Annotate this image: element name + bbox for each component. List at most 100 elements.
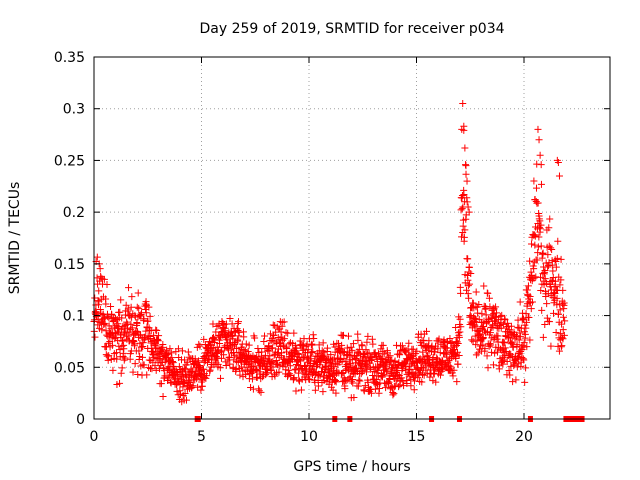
tick-labels: 0 0.05 0.1 0.15 0.2 0.25 0.3 0.35 0 5 10 15 20 [54,50,533,445]
data-point [319,388,327,396]
data-point [128,324,136,332]
data-point [514,323,522,331]
data-point [327,351,335,359]
axis-ticks [93,56,610,420]
data-point [398,342,406,350]
data-point [371,385,379,393]
data-point [445,366,453,374]
data-point [549,277,557,285]
data-point [199,365,207,373]
data-point [173,387,181,395]
data-point [253,366,261,374]
data-point [557,276,565,284]
data-point [311,386,319,394]
data-point [471,323,479,331]
data-point [534,243,542,251]
data-point [395,383,403,391]
data-point [102,327,110,335]
data-point [462,170,470,178]
data-point [465,264,473,272]
data-point [168,354,176,362]
data-point [315,341,323,349]
data-point [272,338,280,346]
data-point [268,335,276,343]
data-point [343,344,351,352]
data-point [547,244,555,252]
data-point [456,315,464,323]
data-point [559,313,567,321]
data-point [391,357,399,365]
data-point [435,335,443,343]
data-point [443,344,451,352]
data-point [185,353,193,361]
data-point [118,314,126,322]
data-point [457,323,465,331]
data-point [163,346,171,354]
data-point [226,360,234,368]
data-point [509,343,517,351]
data-point [134,289,142,297]
data-point [184,358,192,366]
data-point [270,351,278,359]
data-point [116,379,124,387]
data-point [487,341,495,349]
data-point [533,256,541,264]
data-point [277,328,285,336]
data-point [544,290,552,298]
data-point [541,320,549,328]
data-point-peak [534,125,542,133]
data-point [107,303,115,311]
data-point [157,380,165,388]
data-point [284,366,292,374]
data-point [505,334,513,342]
data-point [478,310,486,318]
data-point [121,354,129,362]
data-point [242,340,250,348]
data-point [204,359,212,367]
data-point [251,334,259,342]
data-point-peak [536,151,544,159]
data-point [138,343,146,351]
x-tick-label: 0 [90,429,99,445]
data-point [526,336,534,344]
data-point [499,360,507,368]
data-point [159,341,167,349]
data-point [118,364,126,372]
data-point [434,344,442,352]
data-point [491,349,499,357]
data-point [389,391,397,399]
data-point [330,340,338,348]
data-point [217,374,225,382]
data-point [286,370,294,378]
y-tick-label: 0.25 [54,153,85,169]
data-point [462,286,470,294]
data-point [489,361,497,369]
data-point [269,344,277,352]
x-tick-label: 15 [408,429,426,445]
data-point [216,339,224,347]
data-point [325,355,333,363]
data-point [549,293,557,301]
data-point [548,246,556,254]
data-point [97,274,105,282]
data-point [254,345,262,353]
data-point [369,340,377,348]
data-point [105,352,113,360]
data-point [120,345,128,353]
data-point [226,354,234,362]
data-point [413,347,421,355]
data-point [96,265,104,273]
data-point [233,344,241,352]
data-point [283,344,291,352]
data-point [135,304,143,312]
data-point [166,345,174,353]
data-point [472,351,480,359]
data-point [448,339,456,347]
data-point [542,279,550,287]
data-point [537,273,545,281]
data-point [125,284,133,292]
data-point [488,348,496,356]
data-point [367,389,375,397]
data-point [240,346,248,354]
data-point [103,281,111,289]
